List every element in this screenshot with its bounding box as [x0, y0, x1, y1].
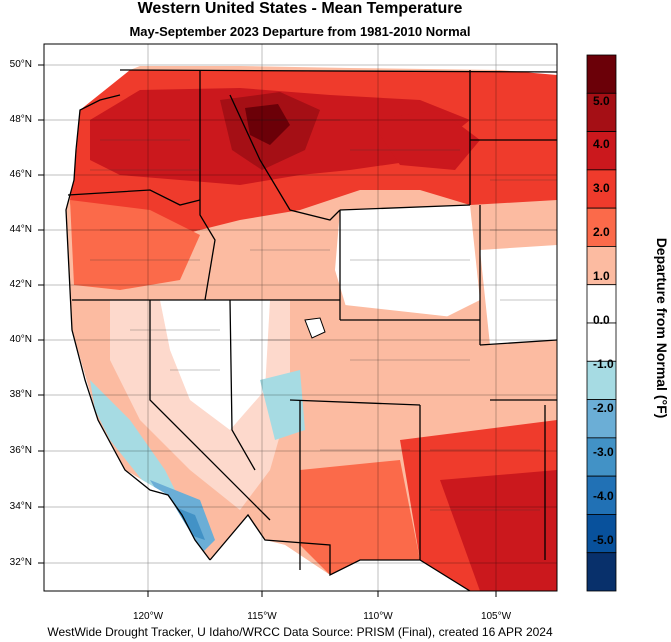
colorbar-label-3: 3.0: [593, 181, 610, 195]
colorbar-title: Departure from Normal (°F): [654, 237, 670, 419]
lat-label-46n: 46°N: [9, 169, 32, 180]
colorbar-swatch: [586, 514, 617, 554]
colorbar-label-neg2: -2.0: [593, 401, 614, 415]
lat-label-44n: 44°N: [9, 224, 32, 235]
colorbar-swatch: [586, 552, 617, 592]
colorbar-swatch: [586, 54, 617, 94]
lat-label-32n: 32°N: [9, 557, 32, 568]
colorbar-label-neg3: -3.0: [593, 445, 614, 459]
lat-label-40n: 40°N: [9, 334, 32, 345]
colorbar-swatch: [586, 131, 617, 171]
colorbar-swatch: [586, 360, 617, 400]
footer-credit: WestWide Drought Tracker, U Idaho/WRCC D…: [47, 625, 553, 639]
map-title: Western United States - Mean Temperature: [137, 0, 463, 17]
lat-label-38n: 38°N: [9, 389, 32, 400]
lat-label-48n: 48°N: [9, 114, 32, 125]
colorbar-label-1: 1.0: [593, 269, 610, 283]
mexico-border: [209, 513, 471, 591]
map-subtitle: May-September 2023 Departure from 1981-2…: [129, 24, 471, 39]
lat-label-34n: 34°N: [9, 501, 32, 512]
state-borders: [67, 70, 557, 570]
colorbar-label-2: 2.0: [593, 225, 610, 239]
lat-label-42n: 42°N: [9, 279, 32, 290]
colorbar-label-neg1: -1.0: [593, 357, 614, 371]
colorbar-swatch: [586, 399, 617, 439]
lon-label-115w: 115°W: [247, 611, 277, 622]
coastline: [65, 94, 211, 561]
colorbar-label-4: 4.0: [593, 137, 610, 151]
graticule: [44, 44, 557, 591]
lat-label-36n: 36°N: [9, 445, 32, 456]
lon-label-110w: 110°W: [363, 611, 393, 622]
lon-label-105w: 105°W: [480, 611, 512, 622]
colorbar: [586, 54, 617, 592]
colorbar-label-5: 5.0: [593, 94, 610, 108]
colorbar-label-neg4: -4.0: [593, 489, 614, 503]
colorbar-label-0: 0.0: [593, 313, 610, 327]
colorbar-label-neg5: -5.0: [593, 533, 614, 547]
colorbar-swatch: [586, 475, 617, 515]
map-frame: [43, 43, 558, 592]
colorbar-swatch: [586, 246, 617, 286]
canada-border: [119, 69, 557, 73]
colorbar-swatch: [586, 92, 617, 132]
lat-label-50n: 50°N: [9, 59, 32, 70]
great-salt-lake: [304, 317, 326, 339]
lon-label-120w: 120°W: [132, 611, 164, 622]
colorbar-swatch: [586, 322, 617, 362]
